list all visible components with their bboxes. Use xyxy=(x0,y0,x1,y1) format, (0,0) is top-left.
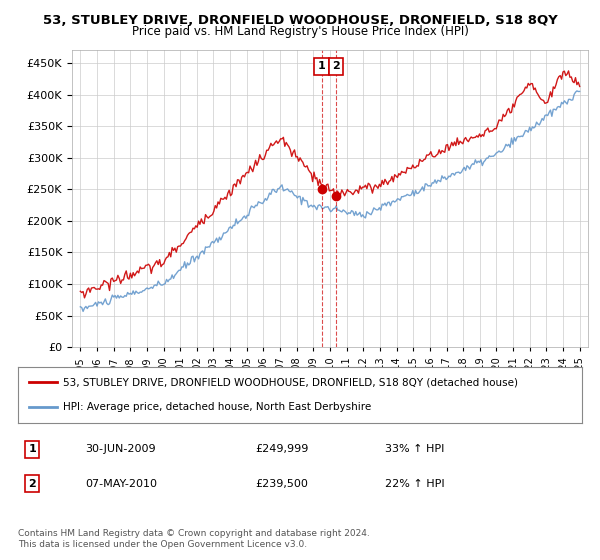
Text: £239,500: £239,500 xyxy=(255,479,308,489)
Text: 33% ↑ HPI: 33% ↑ HPI xyxy=(385,444,444,454)
Text: 1: 1 xyxy=(28,444,36,454)
Text: £249,999: £249,999 xyxy=(255,444,308,454)
Text: 53, STUBLEY DRIVE, DRONFIELD WOODHOUSE, DRONFIELD, S18 8QY (detached house): 53, STUBLEY DRIVE, DRONFIELD WOODHOUSE, … xyxy=(63,377,518,388)
Text: 53, STUBLEY DRIVE, DRONFIELD WOODHOUSE, DRONFIELD, S18 8QY: 53, STUBLEY DRIVE, DRONFIELD WOODHOUSE, … xyxy=(43,14,557,27)
Text: HPI: Average price, detached house, North East Derbyshire: HPI: Average price, detached house, Nort… xyxy=(63,402,371,412)
Text: Contains HM Land Registry data © Crown copyright and database right 2024.
This d: Contains HM Land Registry data © Crown c… xyxy=(18,529,370,549)
Text: 1: 1 xyxy=(318,61,326,71)
Text: 2: 2 xyxy=(332,61,340,71)
Text: 30-JUN-2009: 30-JUN-2009 xyxy=(86,444,157,454)
Text: 22% ↑ HPI: 22% ↑ HPI xyxy=(385,479,444,489)
Text: Price paid vs. HM Land Registry's House Price Index (HPI): Price paid vs. HM Land Registry's House … xyxy=(131,25,469,38)
Text: 07-MAY-2010: 07-MAY-2010 xyxy=(86,479,158,489)
Text: 2: 2 xyxy=(28,479,36,489)
